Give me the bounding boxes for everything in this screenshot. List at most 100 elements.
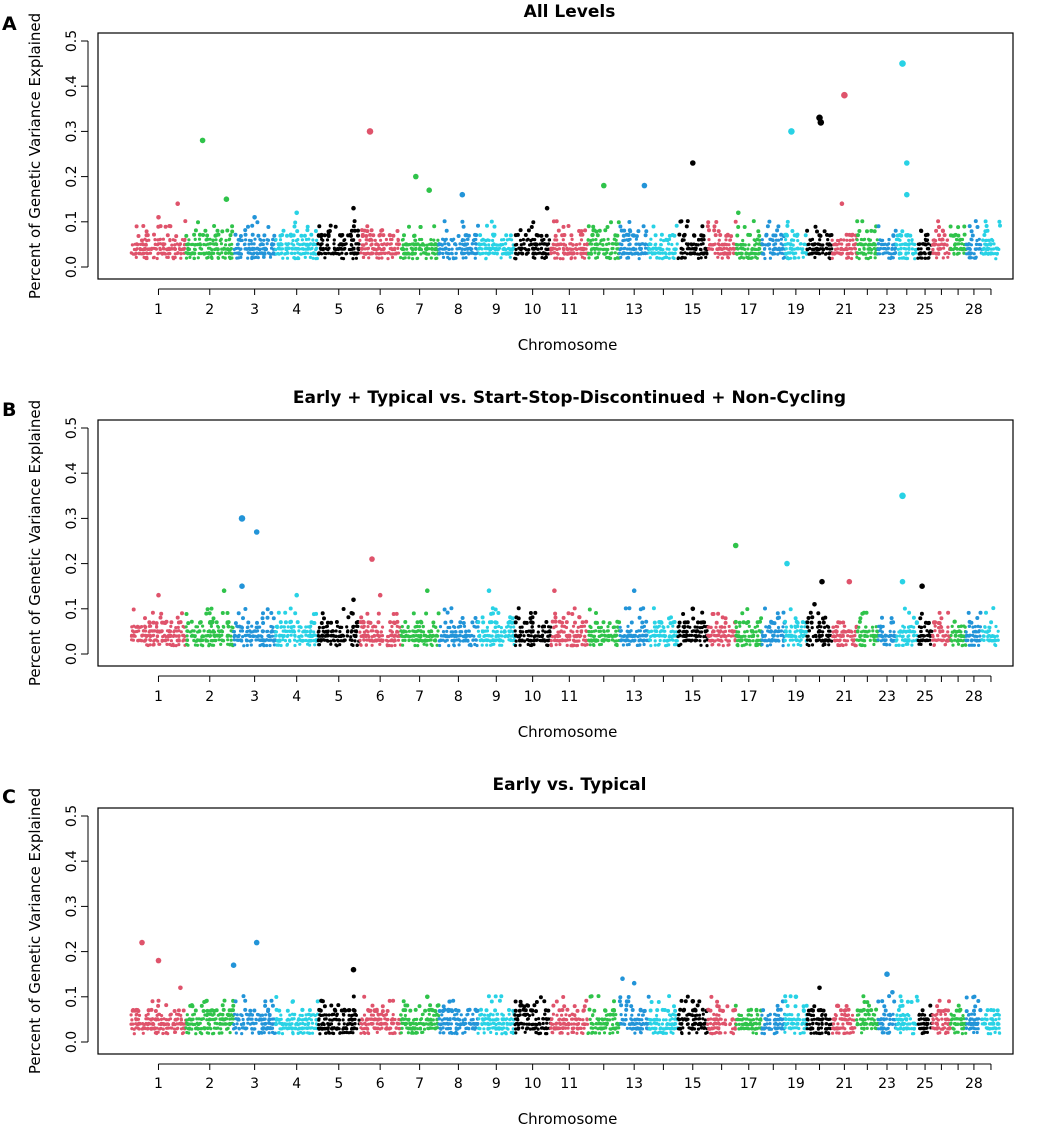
background-marker bbox=[276, 246, 280, 250]
background-marker bbox=[521, 630, 525, 634]
background-marker bbox=[319, 621, 324, 625]
background-marker bbox=[662, 256, 666, 260]
background-marker bbox=[216, 256, 221, 260]
background-marker bbox=[365, 224, 370, 229]
background-marker bbox=[467, 629, 471, 633]
background-marker bbox=[413, 643, 417, 648]
background-marker bbox=[694, 638, 698, 642]
background-marker bbox=[295, 620, 300, 625]
background-marker bbox=[660, 629, 664, 633]
background-marker bbox=[890, 247, 894, 251]
background-marker bbox=[634, 242, 638, 246]
background-marker bbox=[169, 620, 174, 625]
background-marker bbox=[956, 242, 960, 246]
background-marker bbox=[256, 247, 260, 251]
background-marker bbox=[687, 638, 691, 642]
background-marker bbox=[297, 256, 301, 261]
background-marker bbox=[543, 256, 547, 260]
background-marker bbox=[589, 252, 593, 256]
background-marker bbox=[630, 233, 635, 238]
background-marker bbox=[849, 247, 854, 251]
background-marker bbox=[322, 233, 327, 238]
background-marker bbox=[250, 242, 254, 246]
background-marker bbox=[163, 639, 168, 643]
background-marker bbox=[948, 224, 953, 229]
background-marker bbox=[970, 233, 975, 238]
background-marker bbox=[763, 247, 767, 251]
background-marker bbox=[304, 243, 308, 247]
background-marker bbox=[442, 238, 446, 242]
background-marker bbox=[707, 238, 711, 242]
background-marker bbox=[509, 634, 513, 638]
background-marker bbox=[968, 247, 972, 251]
background-marker bbox=[370, 639, 375, 643]
background-marker bbox=[441, 634, 445, 638]
background-marker bbox=[599, 642, 604, 647]
background-marker bbox=[283, 252, 287, 256]
background-marker bbox=[327, 251, 331, 255]
background-marker bbox=[742, 225, 747, 229]
background-marker bbox=[709, 247, 714, 251]
background-marker bbox=[526, 638, 530, 642]
data-point bbox=[641, 182, 648, 189]
background-marker bbox=[700, 224, 705, 229]
background-marker bbox=[777, 246, 781, 251]
background-marker bbox=[603, 252, 607, 256]
background-marker bbox=[916, 256, 920, 260]
background-marker bbox=[670, 233, 675, 237]
background-marker bbox=[703, 246, 707, 251]
x-tick-label: 13 bbox=[625, 302, 643, 318]
background-marker bbox=[595, 233, 600, 238]
background-marker bbox=[755, 638, 759, 643]
background-marker bbox=[158, 247, 162, 252]
background-marker bbox=[255, 251, 259, 255]
background-marker bbox=[313, 242, 317, 246]
background-marker bbox=[907, 247, 911, 251]
background-marker bbox=[354, 634, 358, 639]
background-marker bbox=[591, 643, 596, 647]
background-marker bbox=[133, 242, 137, 246]
background-marker bbox=[664, 644, 668, 648]
background-marker bbox=[658, 251, 663, 255]
background-marker bbox=[620, 634, 624, 638]
background-marker bbox=[244, 238, 248, 242]
background-marker bbox=[594, 611, 598, 615]
background-marker bbox=[139, 639, 143, 643]
background-marker bbox=[523, 233, 528, 237]
background-marker bbox=[140, 238, 144, 242]
background-marker bbox=[876, 252, 880, 256]
background-marker bbox=[886, 251, 890, 255]
background-marker bbox=[937, 233, 941, 238]
background-marker bbox=[678, 633, 682, 637]
background-marker bbox=[776, 625, 781, 630]
background-marker bbox=[766, 625, 770, 629]
background-marker bbox=[722, 252, 726, 256]
background-marker bbox=[224, 251, 228, 255]
background-marker bbox=[250, 256, 254, 261]
background-marker bbox=[260, 634, 264, 639]
background-marker bbox=[209, 624, 213, 629]
background-marker bbox=[605, 225, 610, 229]
background-marker bbox=[406, 625, 410, 630]
background-marker bbox=[716, 611, 721, 616]
background-marker bbox=[462, 634, 467, 639]
background-marker bbox=[561, 247, 566, 251]
background-marker bbox=[754, 247, 758, 252]
background-marker bbox=[503, 629, 507, 633]
background-marker bbox=[404, 242, 408, 246]
background-marker bbox=[201, 624, 205, 628]
background-marker bbox=[240, 629, 244, 633]
background-marker bbox=[265, 629, 269, 634]
background-marker bbox=[513, 643, 518, 648]
background-marker bbox=[485, 223, 489, 228]
background-marker bbox=[895, 243, 899, 247]
background-marker bbox=[372, 247, 376, 252]
x-tick-label: 21 bbox=[835, 689, 853, 705]
background-marker bbox=[569, 629, 573, 633]
background-marker bbox=[792, 252, 796, 256]
panel-b: Early + Typical vs. Start-Stop-Discontin… bbox=[2, 388, 1014, 741]
background-marker bbox=[403, 634, 407, 638]
background-marker bbox=[645, 638, 649, 642]
background-marker bbox=[307, 237, 311, 241]
